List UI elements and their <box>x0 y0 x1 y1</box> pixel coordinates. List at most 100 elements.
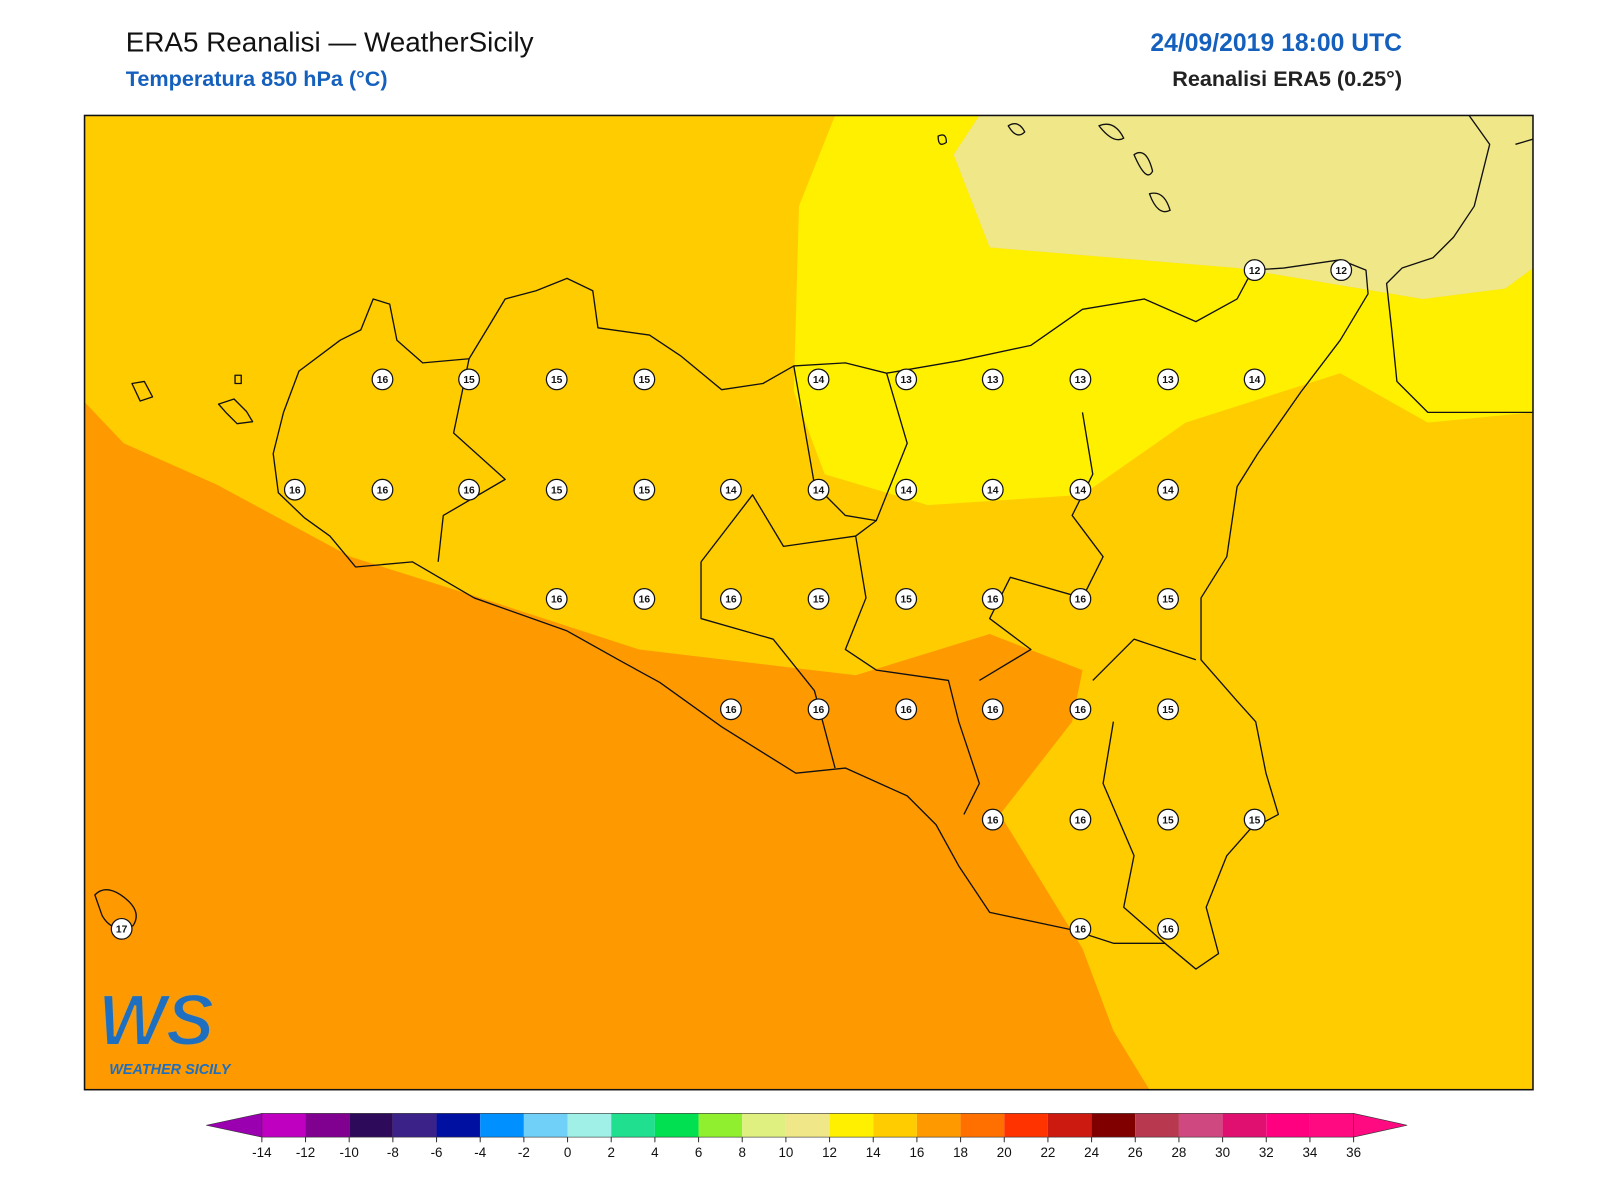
colorbar-bin <box>567 1113 612 1138</box>
station-marker <box>633 368 656 391</box>
datetime: 24/09/2019 18:00 UTC <box>1150 30 1402 57</box>
colorbar-tick-label: -4 <box>474 1145 486 1160</box>
colorbar-bin <box>829 1113 874 1138</box>
field-12-14 <box>793 115 1533 506</box>
station-value: 15 <box>639 375 651 386</box>
colorbar-tick-label: -12 <box>296 1145 315 1160</box>
colorbar-tick-label: -10 <box>340 1145 359 1160</box>
station-value: 16 <box>377 375 389 386</box>
colorbar-bin <box>698 1113 743 1138</box>
station-marker <box>895 698 918 721</box>
colorbar-under <box>206 1113 263 1138</box>
station-value: 16 <box>987 705 999 716</box>
colorbar-tick-label: 12 <box>822 1145 837 1160</box>
colorbar-tick-label: -2 <box>518 1145 530 1160</box>
colorbar-tick-label: 24 <box>1084 1145 1099 1160</box>
station-value: 15 <box>551 375 563 386</box>
station-value: 17 <box>116 925 128 936</box>
colorbar-tick-label: 34 <box>1302 1145 1317 1160</box>
station-value: 16 <box>1162 925 1174 936</box>
station-marker <box>720 698 742 721</box>
station-value: 15 <box>639 485 651 496</box>
colorbar-bin <box>1047 1113 1092 1138</box>
station-value: 16 <box>725 595 737 606</box>
logo-mark: WS <box>98 981 214 1061</box>
colorbar-bin <box>873 1113 917 1138</box>
station-marker <box>981 478 1004 501</box>
colorbar-bin <box>611 1113 655 1138</box>
station-marker <box>981 368 1004 391</box>
colorbar-bin <box>1004 1113 1048 1138</box>
station-marker <box>807 588 830 610</box>
station-marker <box>458 368 480 391</box>
station-marker <box>981 698 1004 721</box>
station-marker <box>1243 259 1266 282</box>
map <box>84 115 1533 1090</box>
colorbar-bin <box>742 1113 786 1138</box>
colorbar-bin <box>1266 1113 1310 1138</box>
station-marker <box>1069 368 1092 391</box>
station-marker <box>807 698 830 721</box>
station-value: 16 <box>987 595 999 606</box>
logo-text: WEATHER SICILY <box>109 1062 232 1078</box>
colorbar-tick-label: 22 <box>1040 1145 1055 1160</box>
colorbar-tick-label: 28 <box>1171 1145 1186 1160</box>
station-value: 16 <box>987 815 999 826</box>
colorbar-bin <box>1309 1113 1354 1138</box>
station-marker <box>720 588 742 610</box>
station-value: 16 <box>289 485 301 496</box>
station-value: 16 <box>813 705 825 716</box>
station-marker <box>1157 808 1179 831</box>
colorbar-bin <box>349 1113 393 1138</box>
station-value: 14 <box>813 485 825 496</box>
colorbar-frame <box>261 1113 1354 1138</box>
colorbar-tick-label: 2 <box>607 1145 614 1160</box>
station-value: 16 <box>377 485 389 496</box>
map-frame <box>83 114 1534 1091</box>
colorbar-tick-label: -14 <box>252 1145 272 1160</box>
station-value: 15 <box>1249 815 1261 826</box>
colorbar-bin <box>1178 1113 1223 1138</box>
colorbar-bin <box>1135 1113 1179 1138</box>
station-marker <box>545 368 568 391</box>
station-value: 14 <box>1249 375 1261 386</box>
station-marker <box>283 478 306 501</box>
station-marker <box>633 588 656 610</box>
station-marker <box>633 478 656 501</box>
station-marker <box>545 478 568 501</box>
station-value: 14 <box>900 485 912 496</box>
colorbar-tick-label: 16 <box>909 1145 924 1160</box>
station-marker <box>458 478 480 501</box>
station-value: 16 <box>551 595 563 606</box>
colorbar-bin <box>392 1113 437 1138</box>
station-value: 15 <box>900 595 912 606</box>
colorbar-bin <box>480 1113 524 1138</box>
station-value: 13 <box>1162 375 1174 386</box>
station-value: 16 <box>725 705 737 716</box>
station-value: 16 <box>1075 595 1087 606</box>
station-value: 14 <box>1075 485 1087 496</box>
colorbar-tick-label: 32 <box>1259 1145 1274 1160</box>
colorbar-tick-label: 30 <box>1215 1145 1230 1160</box>
colorbar-tick-label: 18 <box>953 1145 968 1160</box>
station-marker <box>895 588 918 610</box>
colorbar-tick-label: 20 <box>997 1145 1012 1160</box>
station-value: 16 <box>639 595 651 606</box>
station-marker <box>1157 917 1179 940</box>
station-marker <box>1157 478 1179 501</box>
title: ERA5 Reanalisi — WeatherSicily <box>126 27 534 58</box>
station-value: 13 <box>900 375 912 386</box>
station-value: 15 <box>813 595 825 606</box>
station-value: 15 <box>551 485 563 496</box>
station-value: 14 <box>813 375 825 386</box>
station-value: 15 <box>1162 595 1174 606</box>
coastline <box>272 259 1369 970</box>
colorbar-bin <box>305 1113 350 1138</box>
station-marker <box>545 588 568 610</box>
station-marker <box>110 917 133 940</box>
station-value: 15 <box>1162 705 1174 716</box>
station-marker <box>1330 259 1353 282</box>
colorbar-bin <box>436 1113 481 1138</box>
station-value: 15 <box>463 375 475 386</box>
colorbar-tick-label: 6 <box>695 1145 702 1160</box>
